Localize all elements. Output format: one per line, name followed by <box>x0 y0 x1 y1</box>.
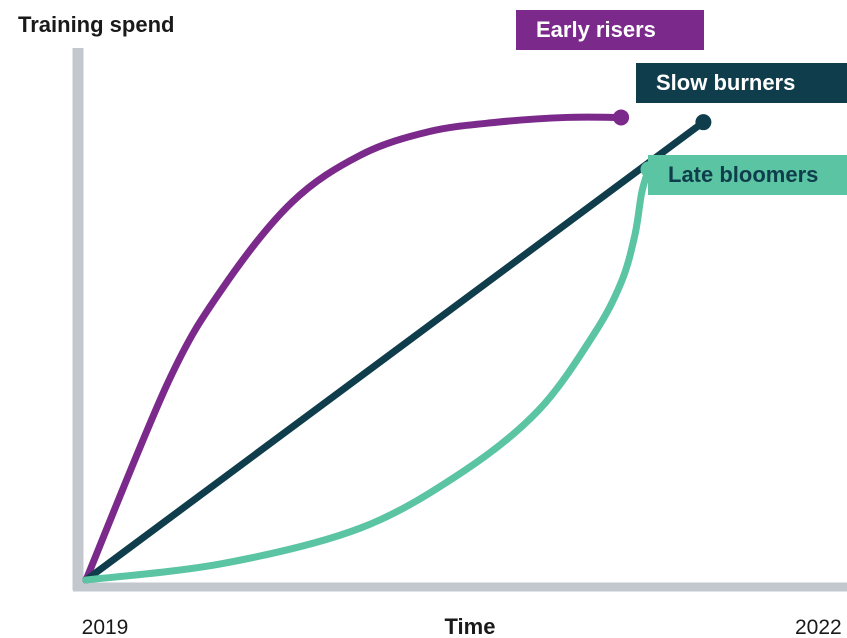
series-line-slow-burners <box>82 118 707 584</box>
y-axis-label: Training spend <box>18 12 174 37</box>
series-label-box-late-bloomers <box>648 155 847 195</box>
series-label-early-risers: Early risers <box>536 17 656 42</box>
x-axis-label: Time <box>445 614 496 638</box>
series-end-point-early-risers <box>613 109 630 126</box>
series-label-box-slow-burners <box>636 63 847 103</box>
series-label-box-early-risers <box>516 10 704 50</box>
series-end-point-slow-burners <box>695 114 712 131</box>
series-line-early-risers <box>82 113 625 584</box>
series-label-late-bloomers: Late bloomers <box>668 162 818 187</box>
series-line-late-bloomers <box>82 165 653 584</box>
x-tick-end: 2022 <box>795 616 842 638</box>
series-label-slow-burners: Slow burners <box>656 70 795 95</box>
x-tick-start: 2019 <box>82 616 129 638</box>
